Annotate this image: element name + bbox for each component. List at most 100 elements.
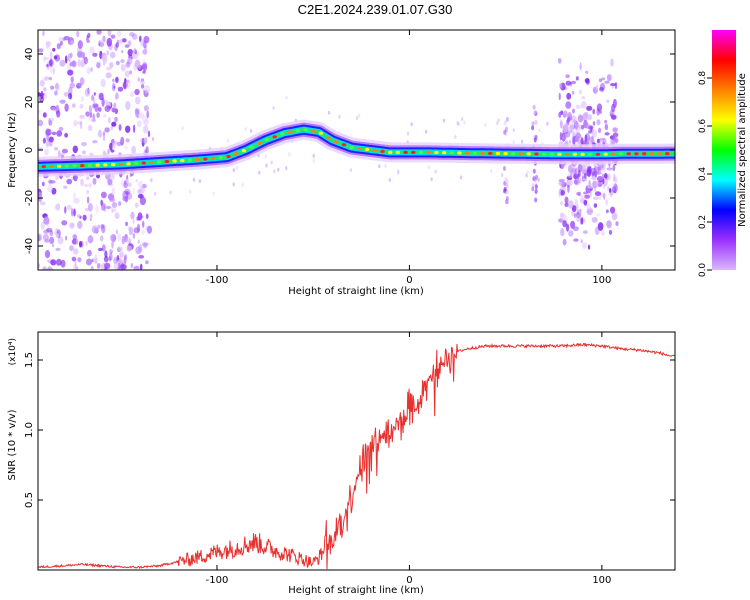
speckle-mark <box>611 114 617 120</box>
speckle-mark <box>86 176 90 181</box>
speckle-mark <box>153 191 157 196</box>
speckle-mark <box>125 101 131 110</box>
ridge-peak-mark <box>626 152 631 156</box>
speckle-mark <box>571 168 576 174</box>
ridge-peak-mark <box>72 164 77 168</box>
speckle-mark <box>561 214 568 223</box>
speckle-mark <box>49 180 56 184</box>
speckle-mark <box>47 138 53 143</box>
speckle-mark <box>503 180 507 186</box>
speckle-mark <box>119 38 123 44</box>
ridge-peak-mark <box>295 129 300 133</box>
speckle-mark <box>133 265 140 270</box>
speckle-mark <box>535 174 538 180</box>
ridge-peak-mark <box>549 152 554 156</box>
speckle-mark <box>596 180 603 187</box>
speckle-mark <box>591 216 598 223</box>
ridge-peak-mark <box>372 148 377 153</box>
speckle-mark <box>580 239 583 244</box>
speckle-mark <box>91 225 99 234</box>
speckle-mark <box>71 208 74 217</box>
speckle-mark <box>128 57 133 65</box>
speckle-mark <box>97 92 103 100</box>
speckle-mark <box>45 139 49 148</box>
speckle-mark <box>265 163 268 168</box>
ridge-peak-mark <box>187 158 193 162</box>
speckle-mark <box>121 38 127 43</box>
speckle-mark <box>87 235 94 244</box>
speckle-mark <box>66 64 72 70</box>
speckle-mark <box>583 199 588 206</box>
speckle-mark <box>560 190 565 196</box>
speckle-mark <box>48 76 53 81</box>
speckle-mark <box>559 82 562 89</box>
speckle-mark <box>111 201 118 209</box>
speckle-mark <box>50 106 57 112</box>
speckle-mark <box>106 37 113 47</box>
ridge-peak-mark <box>241 149 247 153</box>
speckle-mark <box>534 184 538 190</box>
speckle-mark <box>77 40 83 49</box>
speckle-mark <box>38 263 41 269</box>
ridge-peak-mark <box>503 152 508 156</box>
speckle-mark <box>503 186 507 192</box>
speckle-mark <box>114 212 120 219</box>
speckle-mark <box>124 145 128 150</box>
speckle-mark <box>138 254 145 259</box>
speckle-mark <box>57 149 61 158</box>
ridge-peak-mark <box>180 159 185 163</box>
speckle-mark <box>610 58 614 67</box>
speckle-mark <box>79 120 83 130</box>
speckle-mark <box>505 178 509 184</box>
speckle-mark <box>38 234 41 242</box>
speckle-mark <box>124 233 128 243</box>
speckle-mark <box>117 246 123 252</box>
speckle-mark <box>585 111 588 117</box>
speckle-mark <box>74 258 77 267</box>
speckle-mark <box>560 119 563 128</box>
y-tick-label: -20 <box>24 190 35 206</box>
speckle-mark <box>99 39 105 48</box>
speckle-mark <box>140 80 145 85</box>
speckle-mark <box>134 88 140 96</box>
speckle-mark <box>592 108 595 115</box>
y-tick-label: 40 <box>24 48 35 61</box>
speckle-mark <box>136 120 142 128</box>
ridge-peak-mark <box>234 152 239 156</box>
speckle-mark <box>107 149 110 155</box>
speckle-mark <box>503 166 506 171</box>
speckle-mark <box>125 236 131 244</box>
ridge-peak-mark <box>103 163 108 167</box>
speckle-mark <box>111 121 117 127</box>
speckle-mark <box>105 66 112 71</box>
speckle-mark <box>588 190 593 197</box>
speckle-mark <box>434 169 437 174</box>
speckle-mark <box>44 148 49 156</box>
speckle-mark <box>525 173 528 178</box>
speckle-mark <box>577 114 584 123</box>
speckle-mark <box>606 220 612 229</box>
speckle-mark <box>565 74 570 78</box>
ridge-peak-mark <box>226 154 231 159</box>
ridge-peak-mark <box>203 157 208 161</box>
speckle-mark <box>114 116 118 123</box>
speckle-mark <box>52 243 55 248</box>
speckle-mark <box>461 117 464 121</box>
speckle-mark <box>52 67 55 75</box>
snr-frame <box>37 331 676 571</box>
speckle-mark <box>606 99 610 103</box>
speckle-mark <box>581 217 584 225</box>
speckle-mark <box>570 220 576 229</box>
speckle-mark <box>595 213 601 217</box>
speckle-mark <box>75 238 79 245</box>
speckle-mark <box>604 123 609 131</box>
speckle-mark <box>69 52 73 59</box>
speckle-mark <box>285 166 288 171</box>
speckle-mark <box>92 177 97 185</box>
speckle-mark <box>565 223 570 232</box>
speckle-mark <box>611 85 615 89</box>
speckle-mark <box>38 92 41 97</box>
speckle-mark <box>86 67 91 75</box>
speckle-mark <box>60 259 66 268</box>
speckle-mark <box>145 226 150 231</box>
